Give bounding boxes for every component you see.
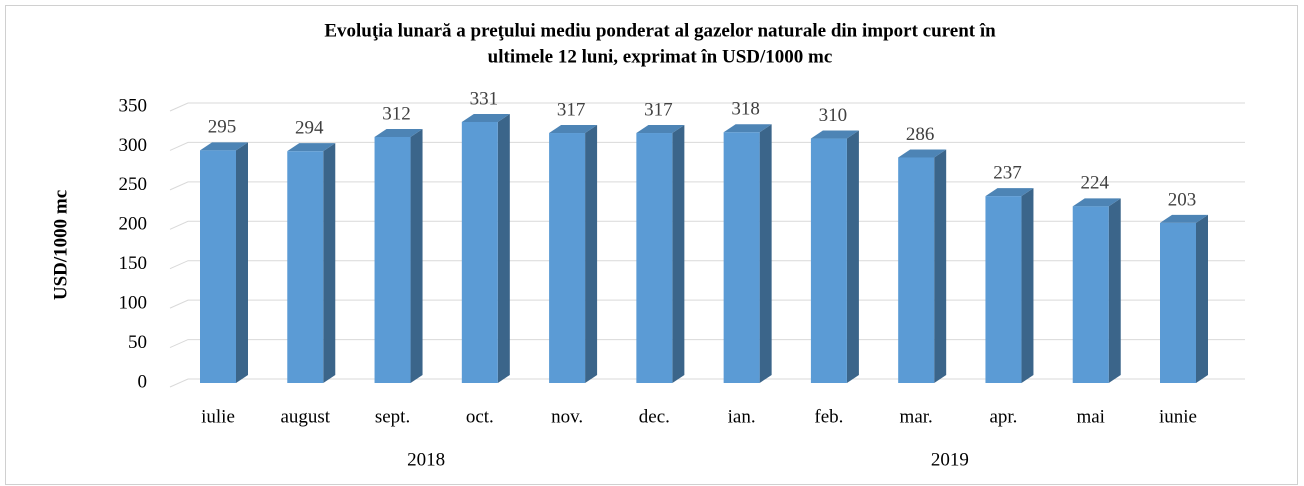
x-tick-label: apr. [989,406,1017,427]
bar-top [636,125,685,134]
x-tick-label: nov. [551,406,583,427]
value-label: 317 [644,99,673,120]
bar-side [236,142,248,383]
value-label: 318 [731,99,760,120]
y-tick-label: 250 [119,174,148,195]
chart-title: Evoluţia lunară a preţului mediu pondera… [324,20,996,41]
x-tick-label: iunie [1159,406,1197,427]
bar-side [672,125,685,383]
y-tick-label: 350 [119,95,148,116]
y-tick-label: 50 [128,332,147,353]
bar [636,133,673,383]
bar-side [1196,214,1208,383]
bar-top [985,188,1034,197]
bar-top [287,143,336,152]
grid-line [169,339,1245,349]
group-label: 2019 [931,449,969,470]
value-label: 310 [819,105,848,126]
grid-line [169,141,1245,151]
bar [200,150,236,383]
value-label: 295 [208,117,237,138]
x-tick-label: dec. [639,406,670,427]
value-label: 224 [1080,173,1109,194]
bar-top [898,149,947,158]
value-label: 317 [557,99,586,120]
value-label: 331 [470,88,499,109]
value-label: 286 [906,124,935,145]
x-tick-label: ian. [728,406,756,427]
bar-side [1021,188,1034,383]
bar-top [549,125,598,134]
bar-top [374,128,423,137]
grid-line [169,220,1245,230]
bar-top [461,113,510,122]
value-label: 312 [382,103,411,124]
bar-side [1108,198,1121,383]
x-tick-label: iulie [201,406,235,427]
x-tick-label: august [280,406,330,427]
y-tick-label: 0 [138,371,148,392]
bar-side [846,130,859,383]
bar-side [934,149,947,383]
bar [461,121,498,384]
bar [985,196,1022,383]
bar-side [759,124,772,383]
y-tick-label: 100 [119,293,148,314]
x-tick-label: oct. [466,406,494,427]
grid-line [169,299,1245,309]
grid-line [169,102,1245,112]
bar-side [585,125,598,383]
x-tick-label: sept. [375,406,410,427]
bar-side [497,113,510,384]
y-axis-label: USD/1000 mc [50,190,71,300]
bar-side [410,128,423,383]
bar-top [1072,198,1121,207]
y-tick-label: 150 [119,253,148,274]
bar-top [723,124,772,133]
value-label: 294 [295,118,324,139]
x-tick-label: mar. [900,406,933,427]
bar [1072,206,1109,383]
x-tick-label: mai [1076,406,1105,427]
chart-title: ultimele 12 luni, exprimat în USD/1000 m… [488,46,833,67]
bar [810,138,847,383]
bar [374,136,411,383]
value-label: 203 [1168,189,1197,210]
bar-top [1160,214,1208,223]
grid-line [169,378,1245,388]
grid-line [169,260,1245,270]
y-tick-label: 300 [119,135,148,156]
x-tick-label: feb. [814,406,843,427]
group-label: 2018 [407,449,445,470]
bar-side [323,143,336,383]
y-tick-label: 200 [119,214,148,235]
bar [287,151,324,383]
bar [723,132,760,383]
grid-line [169,181,1245,191]
value-label: 237 [993,162,1022,183]
bar-top [200,142,248,151]
bar [1160,222,1196,383]
bar-top [810,130,859,139]
bar [549,133,586,383]
bar [898,157,935,383]
